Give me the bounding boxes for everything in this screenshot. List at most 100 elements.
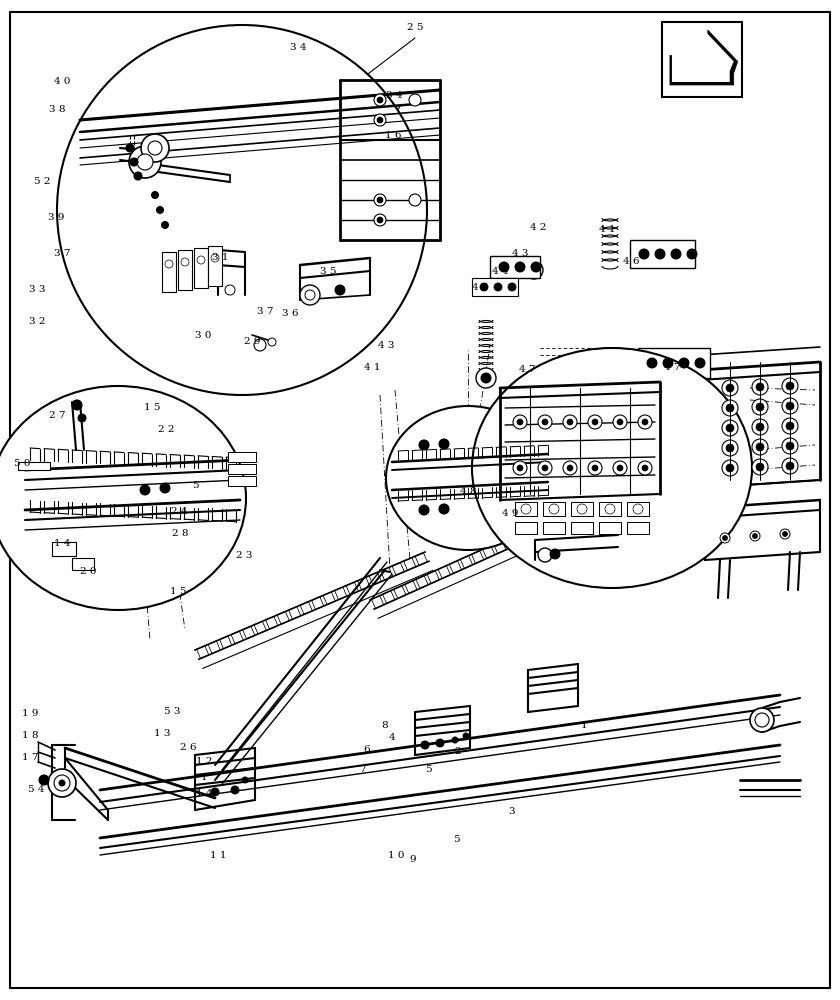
Circle shape [786, 442, 794, 450]
Circle shape [165, 260, 173, 268]
Circle shape [48, 769, 76, 797]
Ellipse shape [472, 348, 752, 588]
Ellipse shape [386, 406, 550, 550]
Circle shape [687, 249, 697, 259]
Text: 1 3: 1 3 [154, 730, 171, 738]
Circle shape [439, 504, 449, 514]
Circle shape [638, 461, 652, 475]
Text: 4 1: 4 1 [364, 362, 381, 371]
Bar [178, 250, 192, 290]
Circle shape [605, 504, 615, 514]
Circle shape [538, 461, 552, 475]
Text: 4 3: 4 3 [378, 340, 394, 350]
Circle shape [517, 465, 523, 471]
Circle shape [439, 439, 449, 449]
Text: 1 6: 1 6 [385, 130, 402, 139]
Circle shape [550, 549, 560, 559]
Text: 6: 6 [364, 746, 370, 754]
Text: 4: 4 [389, 734, 396, 742]
Text: 1 5: 1 5 [144, 403, 160, 412]
Text: 2 9: 2 9 [244, 336, 260, 346]
Circle shape [563, 415, 577, 429]
Circle shape [782, 398, 798, 414]
Text: 4 7: 4 7 [664, 363, 680, 372]
Circle shape [726, 384, 734, 392]
Bar [599, 522, 621, 534]
Bar [638, 348, 710, 378]
Polygon shape [670, 30, 738, 85]
Circle shape [722, 400, 738, 416]
Text: 4 8: 4 8 [459, 488, 476, 496]
Circle shape [181, 258, 189, 266]
Circle shape [726, 404, 734, 412]
Circle shape [59, 780, 65, 786]
Circle shape [752, 419, 768, 435]
Circle shape [481, 373, 491, 383]
Bar [18, 462, 50, 470]
Circle shape [647, 358, 657, 368]
Circle shape [529, 265, 539, 275]
Circle shape [508, 283, 516, 291]
Text: 5 3: 5 3 [164, 708, 181, 716]
Circle shape [549, 504, 559, 514]
Circle shape [335, 285, 345, 295]
Circle shape [211, 788, 219, 796]
Circle shape [642, 419, 648, 425]
Circle shape [695, 358, 705, 368]
Text: 2: 2 [454, 748, 461, 756]
Text: 1 0: 1 0 [388, 852, 404, 860]
Text: 3 0: 3 0 [195, 332, 211, 340]
Circle shape [567, 419, 573, 425]
Circle shape [436, 739, 444, 747]
Text: 1 4: 1 4 [196, 790, 213, 798]
Circle shape [515, 262, 525, 272]
Circle shape [476, 368, 496, 388]
Text: 4 0: 4 0 [54, 78, 71, 87]
Circle shape [242, 777, 248, 783]
Circle shape [782, 438, 798, 454]
Circle shape [756, 403, 764, 411]
Circle shape [409, 194, 421, 206]
Text: 1 1: 1 1 [210, 852, 226, 860]
Circle shape [588, 415, 602, 429]
Circle shape [722, 420, 738, 436]
Bar [515, 522, 537, 534]
Circle shape [633, 504, 643, 514]
Circle shape [197, 256, 205, 264]
Circle shape [409, 94, 421, 106]
Circle shape [756, 443, 764, 451]
Circle shape [525, 261, 543, 279]
Circle shape [671, 249, 681, 259]
Circle shape [300, 285, 320, 305]
Circle shape [720, 533, 730, 543]
Circle shape [538, 548, 552, 562]
Circle shape [752, 439, 768, 455]
Text: 3: 3 [509, 808, 515, 816]
Text: 3 7: 3 7 [54, 249, 71, 258]
Circle shape [752, 399, 768, 415]
Circle shape [563, 461, 577, 475]
Circle shape [137, 154, 153, 170]
Bar [472, 278, 518, 296]
Circle shape [130, 158, 138, 166]
Circle shape [140, 485, 150, 495]
Text: 2 6: 2 6 [180, 744, 197, 752]
Circle shape [305, 290, 315, 300]
Circle shape [521, 504, 531, 514]
Bar [515, 502, 537, 516]
Circle shape [782, 378, 798, 394]
Circle shape [54, 775, 70, 791]
Text: 1: 1 [580, 722, 587, 730]
Circle shape [753, 534, 758, 538]
Text: 2 8: 2 8 [171, 530, 188, 538]
Text: 3 5: 3 5 [320, 267, 336, 276]
Circle shape [756, 383, 764, 391]
Circle shape [726, 444, 734, 452]
Circle shape [592, 419, 598, 425]
Circle shape [726, 464, 734, 472]
Circle shape [752, 379, 768, 395]
Bar [627, 522, 649, 534]
Circle shape [786, 382, 794, 390]
Bar [162, 252, 176, 292]
Bar [627, 502, 649, 516]
